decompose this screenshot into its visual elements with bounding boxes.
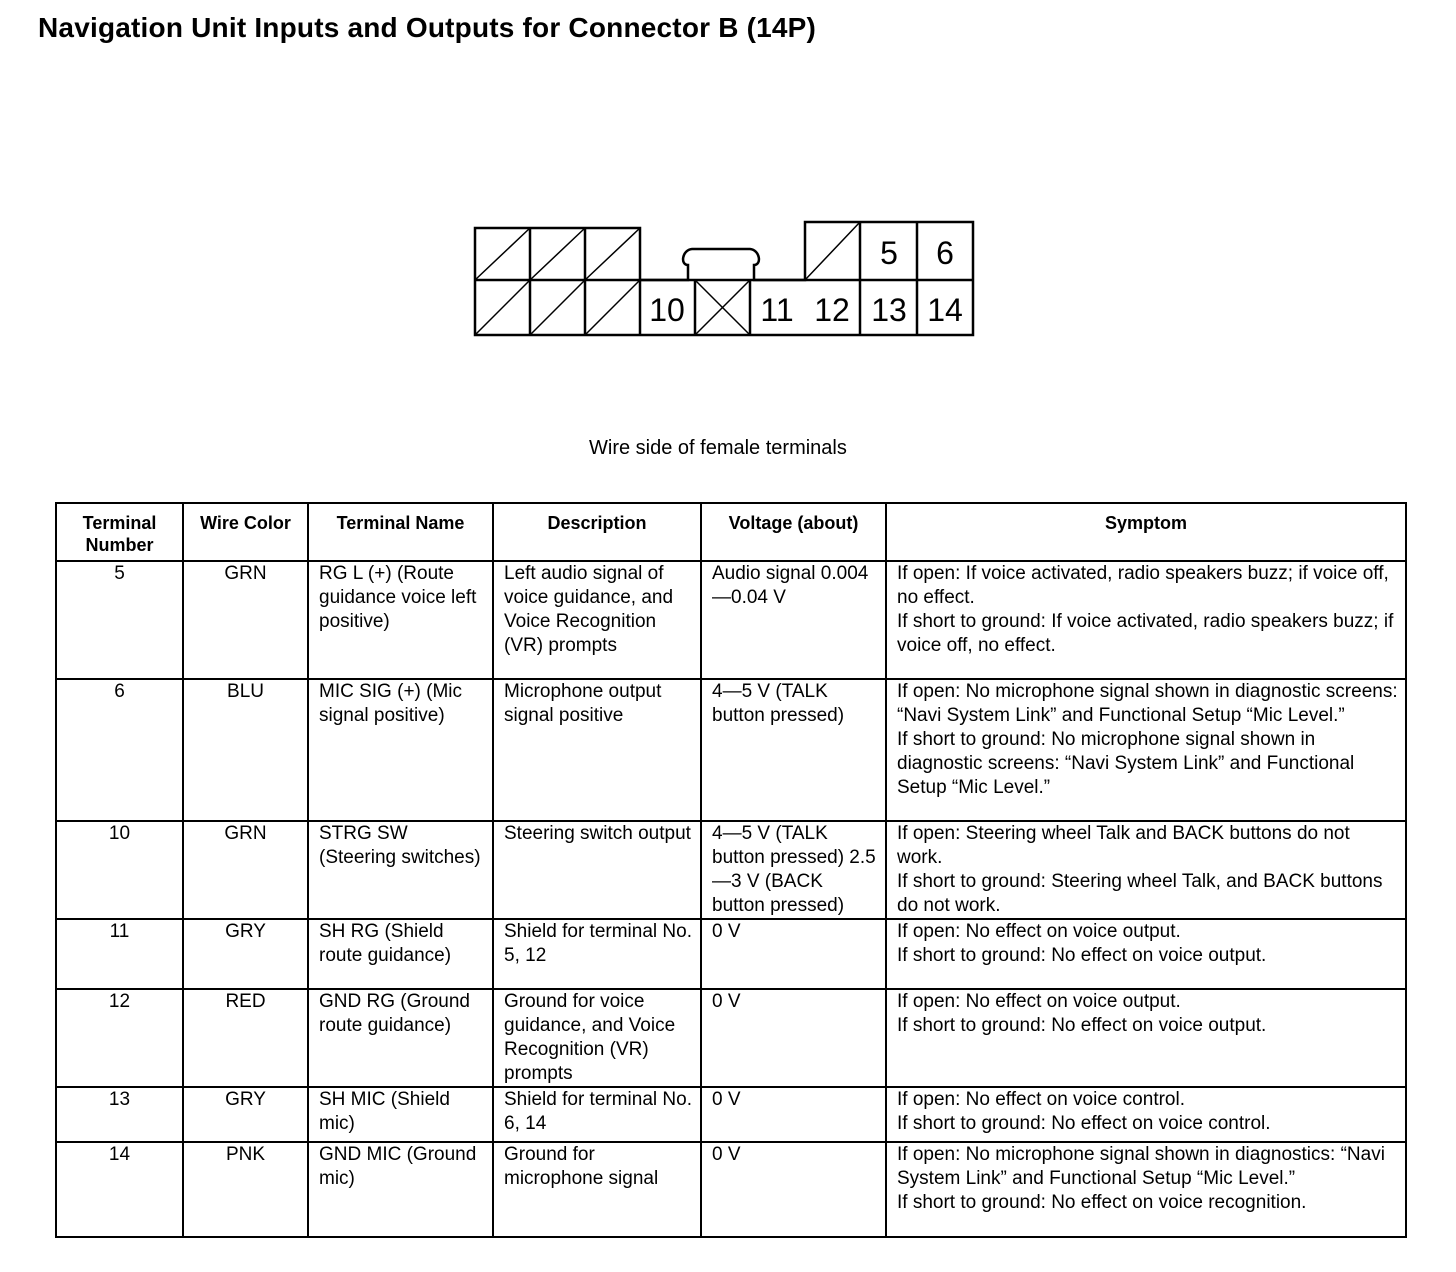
terminal-name-cell: MIC SIG (+) (Mic signal positive) — [307, 678, 494, 822]
wire-color-cell: GRY — [182, 1086, 309, 1143]
terminal-number-cell: 10 — [55, 820, 184, 920]
column-header: Voltage (about) — [700, 502, 887, 562]
table-row: 12 RED GND RG (Ground route guidance) Groun… — [55, 988, 1407, 1088]
description-cell: Ground for voice guidance, and Voice Rec… — [492, 988, 702, 1088]
wire-color-cell: GRY — [182, 918, 309, 990]
symptom-cell: If open: No effect on voice control. If s… — [885, 1086, 1407, 1143]
symptom-short: If short to ground: If voice activated, … — [897, 611, 1394, 656]
column-header: Terminal Number — [55, 502, 184, 562]
terminal-name-cell: GND MIC (Ground mic) — [307, 1141, 494, 1238]
terminal-label: 14 — [927, 292, 963, 328]
table-row: 13 GRY SH MIC (Shield mic) Shield for termi… — [55, 1086, 1407, 1143]
voltage-cell: 0 V — [700, 1086, 887, 1143]
description-cell: Shield for terminal No. 5, 12 — [492, 918, 702, 990]
column-header: Wire Color — [182, 502, 309, 562]
symptom-open: If open: No effect on voice output. — [897, 991, 1181, 1012]
terminal-label: 12 — [814, 292, 850, 328]
symptom-short: If short to ground: No microphone signal… — [897, 729, 1355, 798]
column-header: Description — [492, 502, 702, 562]
voltage-cell: 4—5 V (TALK button pressed) 2.5—3 V (BAC… — [700, 820, 887, 920]
symptom-open: If open: Steering wheel Talk and BACK bu… — [897, 823, 1350, 868]
symptom-open: If open: No microphone signal shown in d… — [897, 681, 1398, 726]
symptom-open: If open: No effect on voice control. — [897, 1089, 1185, 1110]
wire-color-cell: BLU — [182, 678, 309, 822]
description-cell: Steering switch output — [492, 820, 702, 920]
description-cell: Shield for terminal No. 6, 14 — [492, 1086, 702, 1143]
terminal-table: Terminal Number Wire Color Terminal Name… — [55, 502, 1407, 1238]
voltage-cell: Audio signal 0.004—0.04 V — [700, 560, 887, 680]
terminal-number-cell: 13 — [55, 1086, 184, 1143]
table-row: 6 BLU MIC SIG (+) (Mic signal positive) Mic… — [55, 678, 1407, 822]
terminal-label: 5 — [880, 235, 898, 271]
symptom-cell: If open: Steering wheel Talk and BACK bu… — [885, 820, 1407, 920]
symptom-short: If short to ground: No effect on voice o… — [897, 945, 1267, 966]
connector-caption: Wire side of female terminals — [589, 437, 847, 459]
symptom-cell: If open: No effect on voice output. If sh… — [885, 918, 1407, 990]
page-title: Navigation Unit Inputs and Outputs for C… — [38, 12, 817, 43]
terminal-name-cell: SH MIC (Shield mic) — [307, 1086, 494, 1143]
symptom-cell: If open: No microphone signal shown in d… — [885, 678, 1407, 822]
column-header: Terminal Name — [307, 502, 494, 562]
table-row: 14 PNK GND MIC (Ground mic) Ground for micr… — [55, 1141, 1407, 1238]
terminal-name-cell: STRG SW (Steering switches) — [307, 820, 494, 920]
voltage-cell: 0 V — [700, 918, 887, 990]
terminal-name-cell: RG L (+) (Route guidance voice left posi… — [307, 560, 494, 680]
description-cell: Microphone output signal positive — [492, 678, 702, 822]
wire-color-cell: GRN — [182, 820, 309, 920]
table-row: 10 GRN STRG SW (Steering switches) Steering… — [55, 820, 1407, 920]
wire-color-cell: PNK — [182, 1141, 309, 1238]
voltage-cell: 0 V — [700, 1141, 887, 1238]
description-cell: Left audio signal of voice guidance, and… — [492, 560, 702, 680]
terminal-label: 11 — [760, 292, 793, 328]
symptom-short: If short to ground: No effect on voice o… — [897, 1015, 1267, 1036]
connector-diagram: 5 6 10 11 12 13 14 — [473, 220, 975, 337]
terminal-name-cell: SH RG (Shield route guidance) — [307, 918, 494, 990]
terminal-number-cell: 6 — [55, 678, 184, 822]
voltage-cell: 4—5 V (TALK button pressed) — [700, 678, 887, 822]
terminal-number-cell: 14 — [55, 1141, 184, 1238]
connector-grid — [475, 222, 973, 335]
symptom-open: If open: No microphone signal shown in d… — [897, 1144, 1385, 1189]
table-header-row: Terminal Number Wire Color Terminal Name… — [55, 502, 1407, 562]
symptom-open: If open: If voice activated, radio speak… — [897, 563, 1389, 608]
symptom-short: If short to ground: No effect on voice c… — [897, 1113, 1271, 1134]
terminal-number-cell: 11 — [55, 918, 184, 990]
symptom-cell: If open: No microphone signal shown in d… — [885, 1141, 1407, 1238]
unused-cavity-hatching — [474, 221, 861, 336]
symptom-cell: If open: No effect on voice output. If sh… — [885, 988, 1407, 1088]
column-header: Symptom — [885, 502, 1407, 562]
wire-color-cell: RED — [182, 988, 309, 1088]
symptom-short: If short to ground: No effect on voice r… — [897, 1192, 1307, 1213]
terminal-name-cell: GND RG (Ground route guidance) — [307, 988, 494, 1088]
terminal-label: 13 — [871, 292, 907, 328]
terminal-label: 10 — [649, 292, 685, 328]
terminal-number-cell: 12 — [55, 988, 184, 1088]
description-cell: Ground for microphone signal — [492, 1141, 702, 1238]
terminal-label: 6 — [936, 235, 954, 271]
terminal-number-cell: 5 — [55, 560, 184, 680]
symptom-short: If short to ground: Steering wheel Talk,… — [897, 871, 1383, 916]
symptom-open: If open: No effect on voice output. — [897, 921, 1181, 942]
table-row: 5 GRN RG L (+) (Route guidance voice left … — [55, 560, 1407, 680]
table-row: 11 GRY SH RG (Shield route guidance) Shield… — [55, 918, 1407, 990]
voltage-cell: 0 V — [700, 988, 887, 1088]
wire-color-cell: GRN — [182, 560, 309, 680]
symptom-cell: If open: If voice activated, radio speak… — [885, 560, 1407, 680]
